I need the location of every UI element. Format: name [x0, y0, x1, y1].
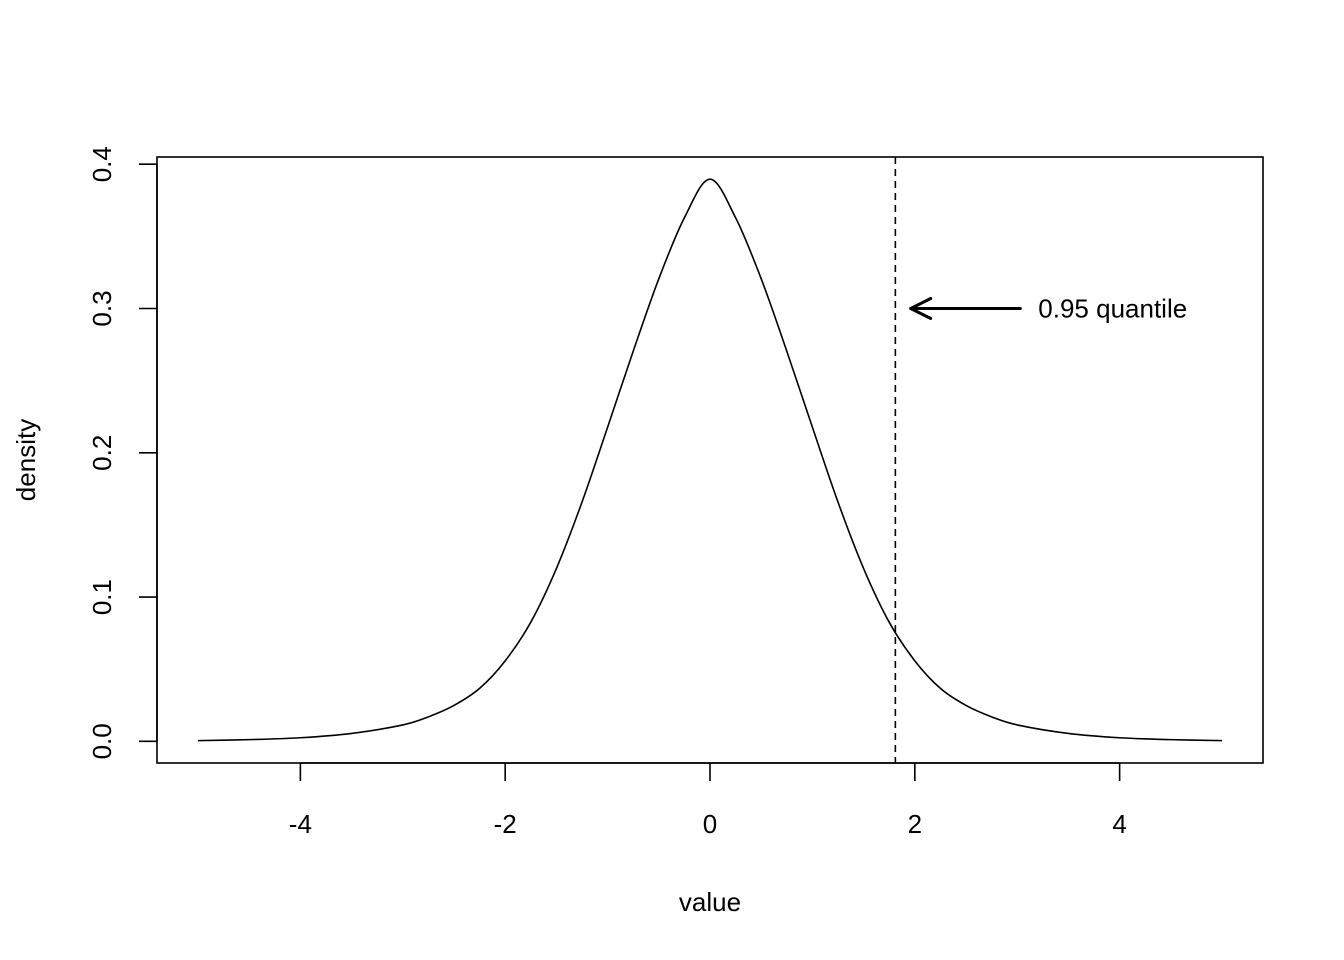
- y-tick-label: 0.4: [87, 146, 117, 182]
- x-tick-label: 4: [1112, 809, 1126, 839]
- annotation-arrow: [909, 297, 1022, 320]
- x-axis-title: value: [679, 887, 741, 917]
- x-tick-label: 0: [703, 809, 717, 839]
- plot-frame: [156, 156, 1264, 764]
- arrow-head: [909, 297, 933, 320]
- x-tick-label: 2: [908, 809, 922, 839]
- y-axis: 0.0 0.1 0.2 0.3 0.4: [87, 146, 158, 759]
- y-tick-label: 0.3: [87, 290, 117, 326]
- y-tick-label: 0.0: [87, 723, 117, 759]
- density-curve: [197, 178, 1223, 742]
- x-axis: -4 -2 0 2 4: [289, 762, 1127, 839]
- x-tick-label: -4: [289, 809, 312, 839]
- y-axis-title: density: [11, 419, 41, 501]
- annotation-label: 0.95 quantile: [1038, 294, 1187, 324]
- y-tick-label: 0.2: [87, 435, 117, 471]
- y-tick-label: 0.1: [87, 579, 117, 615]
- x-tick-label: -2: [494, 809, 517, 839]
